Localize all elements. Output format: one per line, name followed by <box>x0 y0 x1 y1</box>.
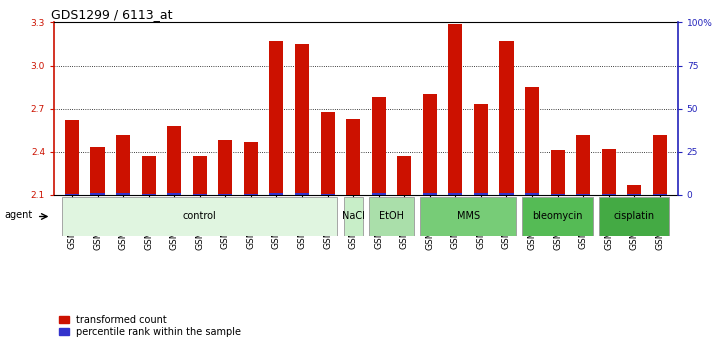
Bar <box>627 194 641 195</box>
Text: MMS: MMS <box>456 211 479 221</box>
Legend: transformed count, percentile rank within the sample: transformed count, percentile rank withi… <box>59 315 242 337</box>
Bar <box>653 135 667 195</box>
Bar <box>295 44 309 195</box>
Text: EtOH: EtOH <box>379 211 404 221</box>
Bar <box>627 185 641 195</box>
Text: control: control <box>183 211 216 221</box>
Bar <box>321 194 335 195</box>
Bar <box>270 194 283 195</box>
Bar <box>551 150 565 195</box>
Bar <box>525 193 539 195</box>
Bar <box>244 142 258 195</box>
Bar <box>500 41 513 195</box>
Bar <box>218 194 232 195</box>
Bar <box>551 194 565 195</box>
Bar <box>500 193 513 195</box>
Bar <box>525 87 539 195</box>
Bar <box>167 126 181 195</box>
Text: NaCl: NaCl <box>342 211 365 221</box>
Bar <box>397 156 411 195</box>
Bar <box>371 97 386 195</box>
Bar <box>167 194 181 195</box>
Bar <box>343 197 363 236</box>
Bar <box>371 193 386 195</box>
Bar <box>193 156 207 195</box>
Text: agent: agent <box>4 209 32 219</box>
Bar <box>116 135 130 195</box>
Bar <box>116 193 130 195</box>
Bar <box>602 194 616 195</box>
Bar <box>576 135 590 195</box>
Bar <box>653 194 667 195</box>
Bar <box>369 197 414 236</box>
Bar <box>420 197 516 236</box>
Bar <box>218 140 232 195</box>
Bar <box>474 194 488 195</box>
Bar <box>295 194 309 195</box>
Bar <box>65 194 79 195</box>
Bar <box>193 194 207 195</box>
Text: cisplatin: cisplatin <box>614 211 655 221</box>
Bar <box>602 149 616 195</box>
Bar <box>321 111 335 195</box>
Bar <box>141 194 156 195</box>
Bar <box>576 194 590 195</box>
Bar <box>523 197 593 236</box>
Bar <box>63 197 337 236</box>
Bar <box>65 120 79 195</box>
Bar <box>141 156 156 195</box>
Bar <box>346 119 360 195</box>
Bar <box>448 193 462 195</box>
Bar <box>91 148 105 195</box>
Bar <box>244 194 258 195</box>
Text: bleomycin: bleomycin <box>532 211 583 221</box>
Bar <box>423 193 437 195</box>
Text: GDS1299 / 6113_at: GDS1299 / 6113_at <box>51 8 172 21</box>
Bar <box>423 94 437 195</box>
Bar <box>599 197 669 236</box>
Bar <box>448 24 462 195</box>
Bar <box>91 194 105 195</box>
Bar <box>474 104 488 195</box>
Bar <box>270 41 283 195</box>
